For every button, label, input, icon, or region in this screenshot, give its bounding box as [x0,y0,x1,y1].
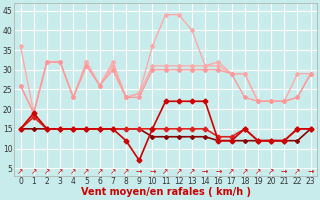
Text: →: → [308,167,314,176]
Text: →: → [202,167,208,176]
Text: ↗: ↗ [83,167,90,176]
Text: ↗: ↗ [162,167,169,176]
Text: →: → [215,167,221,176]
Text: ↗: ↗ [30,167,37,176]
Text: →: → [149,167,156,176]
Text: ↗: ↗ [242,167,248,176]
Text: →: → [281,167,287,176]
Text: ↗: ↗ [176,167,182,176]
X-axis label: Vent moyen/en rafales ( km/h ): Vent moyen/en rafales ( km/h ) [81,187,251,197]
Text: ↗: ↗ [189,167,195,176]
Text: ↗: ↗ [123,167,129,176]
Text: ↗: ↗ [294,167,300,176]
Text: ↗: ↗ [268,167,274,176]
Text: ↗: ↗ [255,167,261,176]
Text: →: → [136,167,142,176]
Text: ↗: ↗ [44,167,50,176]
Text: ↗: ↗ [228,167,235,176]
Text: ↗: ↗ [17,167,24,176]
Text: ↗: ↗ [57,167,63,176]
Text: ↗: ↗ [96,167,103,176]
Text: ↗: ↗ [70,167,76,176]
Text: ↗: ↗ [110,167,116,176]
